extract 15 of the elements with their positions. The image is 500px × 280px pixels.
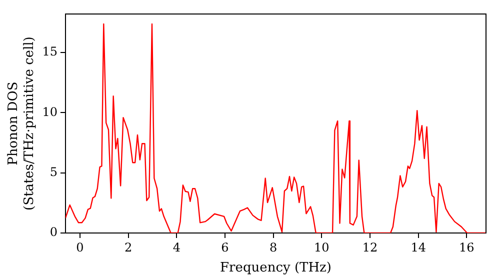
y-axis-title: Phonon DOS (States/THz·primitive cell) [6, 36, 37, 211]
x-tick-label: 6 [221, 240, 229, 254]
x-tick-label: 10 [314, 240, 330, 254]
x-tick-label: 4 [172, 240, 181, 254]
x-tick-label: 16 [459, 240, 474, 254]
x-axis-title: Frequency (THz) [220, 260, 332, 276]
y-tick-label: 0 [50, 225, 58, 240]
x-tick-label: 12 [362, 240, 378, 254]
x-tick-label: 0 [76, 240, 84, 254]
y-tick-label: 5 [50, 164, 58, 179]
x-tick-label: 14 [410, 240, 426, 254]
y-tick-label: 10 [42, 104, 58, 119]
x-tick-label: 2 [124, 240, 132, 254]
x-tick-label: 8 [270, 240, 278, 254]
y-tick-label: 15 [42, 44, 58, 59]
